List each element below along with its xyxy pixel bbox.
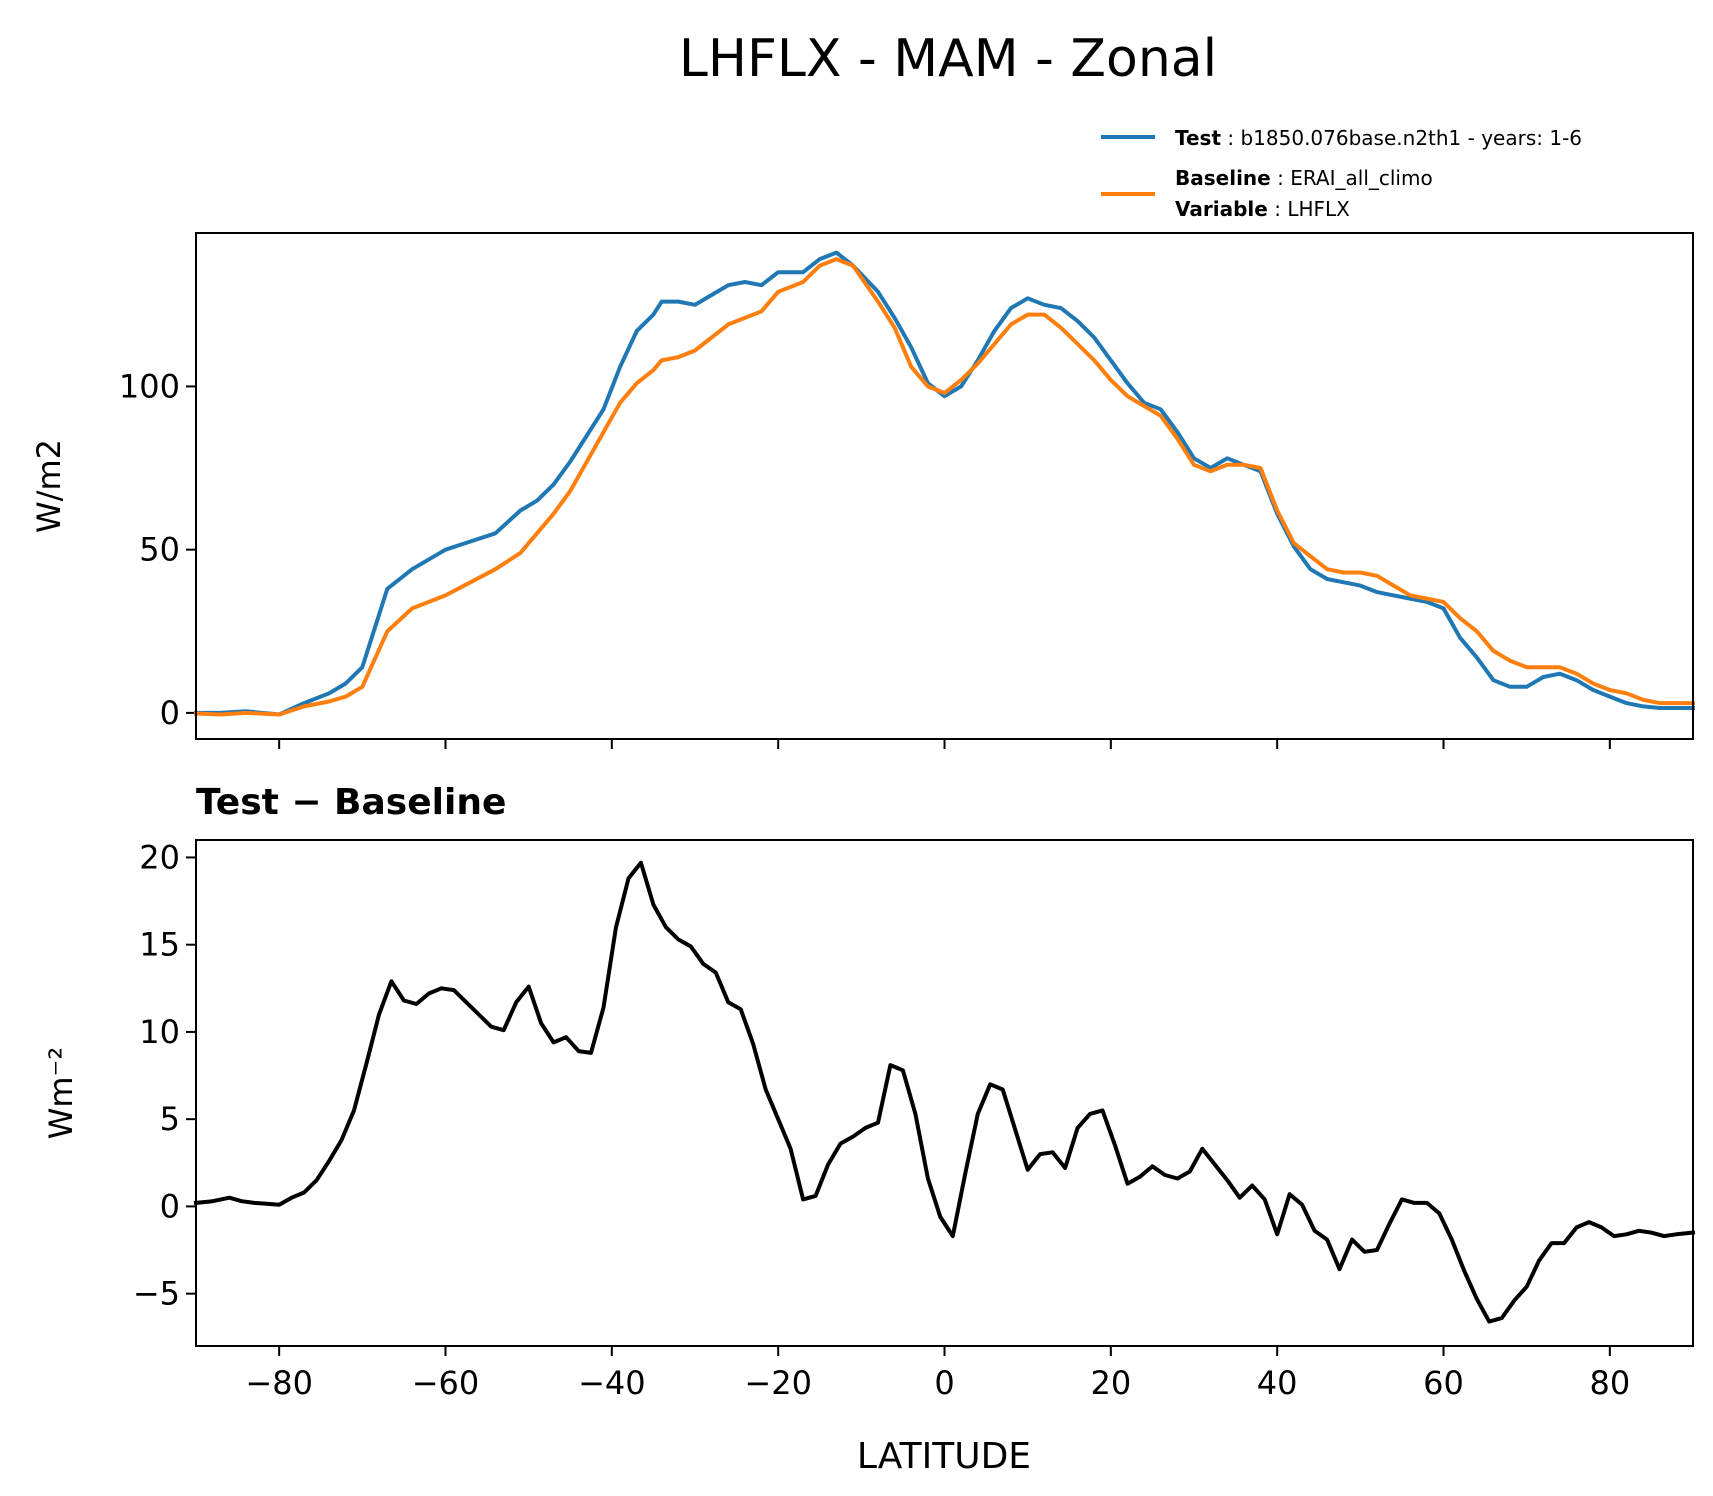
top-plot-frame — [195, 232, 1694, 740]
series-line-baseline — [193, 257, 1695, 717]
legend-test-value: b1850.076base.n2th1 - years: 1-6 — [1240, 126, 1582, 150]
top-panel: 0 50 100 W/m2 — [30, 232, 1695, 749]
x-tick-label: 60 — [1423, 1364, 1464, 1402]
bottom-x-ticks: −80 −60 −40 −20 0 20 40 60 80 — [245, 1346, 1630, 1402]
legend-variable-label: Variable — [1175, 197, 1268, 221]
x-tick-label: 80 — [1589, 1364, 1630, 1402]
bottom-plot-frame — [195, 839, 1694, 1347]
y-tick-label: 5 — [160, 1100, 180, 1138]
top-y-axis-label: W/m2 — [30, 439, 68, 533]
top-x-ticks — [278, 739, 1611, 749]
figure-title: LHFLX - MAM - Zonal — [679, 29, 1217, 89]
bottom-series — [193, 860, 1696, 1324]
legend-variable-entry: Variable : LHFLX — [1175, 197, 1350, 221]
legend-test-entry: Test : b1850.076base.n2th1 - years: 1-6 — [1175, 126, 1582, 150]
legend-baseline-value: ERAI_all_climo — [1290, 166, 1433, 190]
x-tick-label: 0 — [934, 1364, 954, 1402]
y-tick-label: 0 — [160, 694, 180, 732]
y-tick-label: 0 — [160, 1187, 180, 1225]
x-tick-label: −40 — [578, 1364, 646, 1402]
legend-test-separator: : — [1227, 126, 1240, 150]
x-tick-label: −60 — [412, 1364, 480, 1402]
y-tick-label: 20 — [139, 838, 180, 876]
legend-baseline-label: Baseline — [1175, 166, 1271, 190]
legend-baseline-entry: Baseline : ERAI_all_climo — [1175, 166, 1433, 190]
series-line-difference — [193, 860, 1696, 1324]
x-tick-label: 20 — [1090, 1364, 1131, 1402]
legend: Test : b1850.076base.n2th1 - years: 1-6 … — [1101, 126, 1582, 221]
legend-baseline-separator: : — [1277, 166, 1290, 190]
bottom-panel-title: Test − Baseline — [196, 782, 506, 823]
top-y-ticks: 0 50 100 — [119, 367, 196, 732]
y-tick-label: −5 — [133, 1275, 180, 1313]
legend-variable-value: LHFLX — [1287, 197, 1350, 221]
series-line-test — [194, 250, 1695, 717]
y-tick-label: 50 — [139, 531, 180, 569]
x-tick-label: 40 — [1257, 1364, 1298, 1402]
bottom-y-ticks: −5 0 5 10 15 20 — [133, 838, 196, 1313]
bottom-y-axis-label: Wm⁻² — [42, 1047, 80, 1140]
y-tick-label: 15 — [139, 926, 180, 964]
legend-test-label: Test — [1175, 126, 1221, 150]
top-series — [193, 250, 1695, 717]
x-tick-label: −20 — [744, 1364, 812, 1402]
bottom-panel: Test − Baseline −5 0 5 10 15 20 −80 −60 −40 −20 0… — [42, 782, 1696, 1477]
x-tick-label: −80 — [245, 1364, 313, 1402]
y-tick-label: 10 — [139, 1013, 180, 1051]
y-tick-label: 100 — [119, 367, 180, 405]
legend-variable-separator: : — [1274, 197, 1287, 221]
bottom-x-axis-label: LATITUDE — [857, 1436, 1031, 1477]
